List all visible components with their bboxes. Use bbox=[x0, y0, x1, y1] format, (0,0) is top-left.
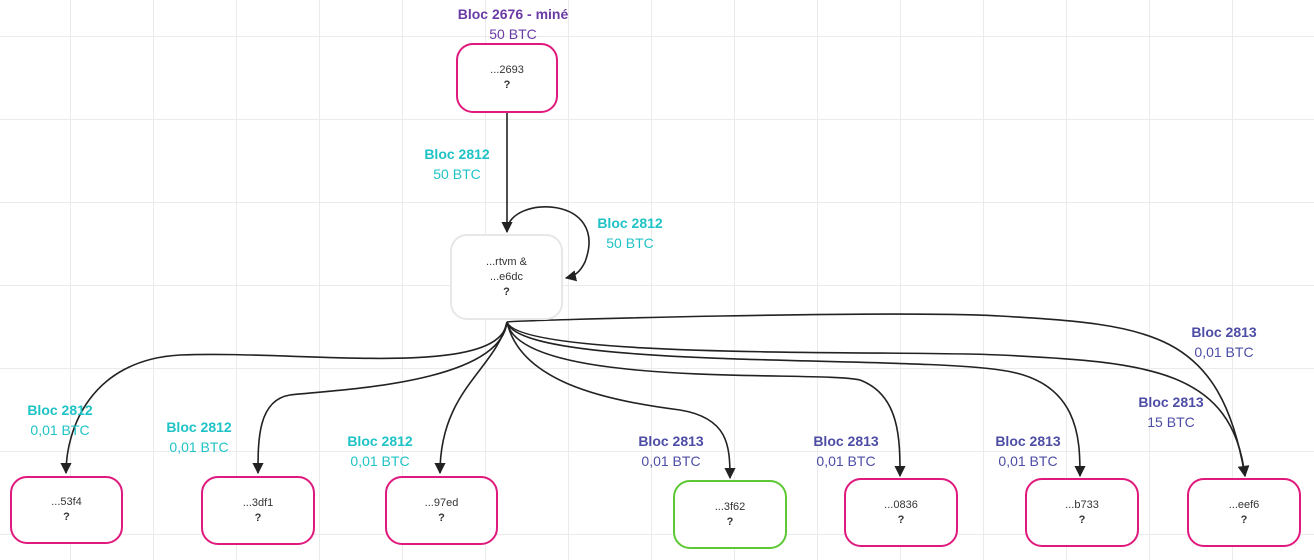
label-self-loop: Bloc 2812 50 BTC bbox=[597, 213, 662, 253]
address-node-53f4[interactable]: ...53f4 ? bbox=[10, 476, 123, 544]
edge-middle-to-eef6-a bbox=[506, 313, 1249, 478]
address-node-eef6[interactable]: ...eef6 ? bbox=[1187, 478, 1301, 547]
label-to-97ed: Bloc 2812 0,01 BTC bbox=[347, 431, 412, 471]
label-value: 0,01 BTC bbox=[169, 439, 229, 455]
edge-middle-to-97ed bbox=[434, 321, 508, 475]
label-value: 0,01 BTC bbox=[350, 453, 410, 469]
node-owner: ? bbox=[726, 515, 734, 528]
label-title: Bloc 2812 bbox=[347, 433, 413, 449]
node-address: ...3f62 bbox=[714, 500, 746, 513]
edge-middle-to-53f4 bbox=[60, 321, 508, 475]
label-value: 50 BTC bbox=[489, 26, 537, 42]
edge-middle-self-loop bbox=[506, 206, 590, 282]
label-value: 0,01 BTC bbox=[641, 453, 701, 469]
edge-middle-to-eef6-b bbox=[506, 321, 1250, 478]
label-value: 0,01 BTC bbox=[998, 453, 1058, 469]
node-address: ...b733 bbox=[1065, 498, 1099, 511]
label-title: Bloc 2812 bbox=[27, 402, 93, 418]
node-address: ...97ed bbox=[424, 496, 459, 509]
label-to-b733: Bloc 2813 0,01 BTC bbox=[995, 431, 1060, 471]
label-title: Bloc 2813 bbox=[638, 433, 704, 449]
label-title: Bloc 2812 bbox=[597, 215, 663, 231]
node-address: ...53f4 bbox=[51, 496, 82, 508]
node-owner: ? bbox=[1240, 513, 1248, 526]
label-title: Bloc 2813 bbox=[1191, 324, 1257, 340]
label-value: 0,01 BTC bbox=[816, 453, 876, 469]
node-owner: ? bbox=[503, 79, 511, 91]
label-title: Bloc 2813 bbox=[995, 433, 1061, 449]
node-owner: ? bbox=[254, 511, 262, 524]
node-address-line2: ...e6dc bbox=[489, 270, 524, 283]
node-owner: ? bbox=[503, 285, 510, 298]
edge-middle-to-3df1 bbox=[252, 321, 508, 475]
node-address-line1: ...rtvm & bbox=[486, 255, 527, 268]
label-title: Bloc 2813 bbox=[1138, 394, 1204, 410]
label-to-eef6-b: Bloc 2813 15 BTC bbox=[1138, 392, 1203, 432]
label-to-eef6-a: Bloc 2813 0,01 BTC bbox=[1191, 322, 1256, 362]
node-address: ...2693 bbox=[490, 64, 524, 76]
address-node-0836[interactable]: ...0836 ? bbox=[844, 478, 958, 547]
label-to-0836: Bloc 2813 0,01 BTC bbox=[813, 431, 878, 471]
label-title: Bloc 2676 - miné bbox=[457, 6, 569, 22]
label-title: Bloc 2813 bbox=[813, 433, 879, 449]
node-owner: ? bbox=[63, 511, 70, 523]
label-value: 50 BTC bbox=[433, 166, 481, 182]
address-node-3df1[interactable]: ...3df1 ? bbox=[201, 476, 315, 545]
label-to-3f62: Bloc 2813 0,01 BTC bbox=[638, 431, 703, 471]
label-to-53f4: Bloc 2812 0,01 BTC bbox=[27, 400, 92, 440]
label-value: 0,01 BTC bbox=[1194, 344, 1254, 360]
edge-middle-to-b733 bbox=[506, 321, 1086, 478]
node-owner: ? bbox=[1078, 513, 1086, 526]
address-node-3f62[interactable]: ...3f62 ? bbox=[673, 480, 787, 549]
address-node-b733[interactable]: ...b733 ? bbox=[1025, 478, 1139, 547]
label-value: 0,01 BTC bbox=[30, 422, 90, 438]
address-node-97ed[interactable]: ...97ed ? bbox=[385, 476, 498, 545]
node-owner: ? bbox=[438, 511, 445, 524]
label-title: Bloc 2812 bbox=[424, 146, 490, 162]
label-value: 15 BTC bbox=[1147, 414, 1195, 430]
node-address: ...eef6 bbox=[1228, 498, 1260, 511]
node-address: ...0836 bbox=[884, 498, 918, 511]
edge-middle-to-3f62 bbox=[506, 321, 736, 480]
node-owner: ? bbox=[897, 513, 905, 526]
node-address: ...3df1 bbox=[242, 496, 274, 509]
label-to-3df1: Bloc 2812 0,01 BTC bbox=[166, 417, 231, 457]
address-node-2693[interactable]: ...2693 ? bbox=[456, 43, 558, 113]
label-mined-block: Bloc 2676 - miné 50 BTC bbox=[458, 4, 569, 44]
label-title: Bloc 2812 bbox=[166, 419, 232, 435]
label-to-middle: Bloc 2812 50 BTC bbox=[424, 144, 489, 184]
edge-middle-to-0836 bbox=[506, 321, 906, 478]
address-node-rtvm-e6dc[interactable]: ...rtvm & ...e6dc ? bbox=[450, 234, 563, 320]
label-value: 50 BTC bbox=[606, 235, 654, 251]
